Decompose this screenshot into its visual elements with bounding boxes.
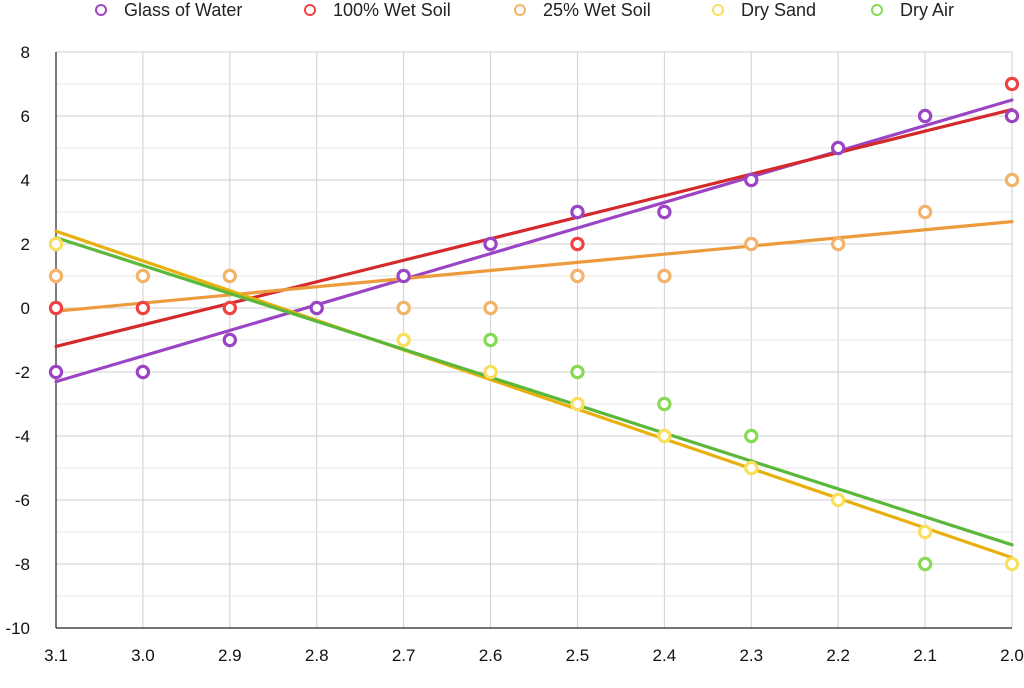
data-point (744, 172, 759, 188)
legend-label: Dry Air (900, 0, 954, 20)
trendline (54, 229, 1014, 560)
data-point (657, 428, 672, 444)
data-point (570, 396, 585, 412)
data-point (1004, 76, 1020, 92)
data-point (309, 300, 324, 316)
data-point (570, 268, 585, 284)
y-tick-label: 0 (21, 299, 30, 318)
data-point (917, 108, 933, 124)
axes (55, 52, 1012, 629)
data-point (744, 428, 759, 444)
data-point (917, 524, 933, 540)
data-point (135, 364, 151, 380)
legend-label: 100% Wet Soil (333, 0, 451, 20)
legend-label: Glass of Water (124, 0, 243, 20)
y-tick-label: -10 (5, 619, 30, 638)
data-point (1004, 108, 1020, 124)
data-point (657, 268, 672, 284)
legend-marker-icon (712, 4, 724, 16)
x-tick-label: 2.1 (913, 646, 937, 665)
legend-marker-icon (871, 4, 883, 16)
data-point (830, 236, 846, 252)
y-tick-label: -6 (15, 491, 30, 510)
x-tick-label: 2.3 (739, 646, 763, 665)
data-point (135, 300, 151, 316)
data-point (222, 268, 238, 284)
data-point (483, 332, 498, 348)
legend-label: 25% Wet Soil (543, 0, 651, 20)
data-point (570, 236, 585, 252)
x-tick-label: 2.8 (305, 646, 329, 665)
y-tick-label: -8 (15, 555, 30, 574)
data-point (483, 236, 498, 252)
y-tick-label: -4 (15, 427, 30, 446)
data-point (1004, 556, 1020, 572)
data-point (222, 300, 238, 316)
data-point (744, 460, 759, 476)
trendline (54, 220, 1014, 313)
legend-item: Dry Sand (712, 0, 816, 20)
data-point (917, 204, 933, 220)
data-points (48, 76, 1020, 572)
grid (56, 51, 1013, 628)
data-point (222, 332, 238, 348)
data-point (657, 204, 672, 220)
y-tick-label: 2 (21, 235, 30, 254)
data-point (570, 364, 585, 380)
data-point (396, 332, 411, 348)
legend-item: 25% Wet Soil (514, 0, 651, 20)
trendline (54, 98, 1014, 384)
data-point (396, 300, 411, 316)
data-point (48, 268, 64, 284)
legend-item: Glass of Water (95, 0, 242, 20)
y-tick-label: 6 (21, 107, 30, 126)
trendline (54, 107, 1014, 348)
legend-marker-icon (514, 4, 526, 16)
data-point (48, 236, 64, 252)
data-point (744, 236, 759, 252)
legend-item: 100% Wet Soil (304, 0, 451, 20)
x-tick-label: 2.0 (1000, 646, 1024, 665)
data-point (657, 396, 672, 412)
y-tick-label: 8 (21, 43, 30, 62)
x-tick-label: 2.6 (479, 646, 503, 665)
x-tick-label: 2.2 (826, 646, 850, 665)
tick-labels: 3.1 3.0 2.9 2.8 2.7 2.6 2.5 2.4 2.3 2.2 2.1 2.0 8 6 4 2… (5, 43, 1023, 665)
legend-marker-icon (304, 4, 316, 16)
data-point (917, 556, 933, 572)
legend: Glass of Water 100% Wet Soil 25% Wet Soil D… (0, 0, 1024, 22)
data-point (48, 300, 64, 316)
legend-marker-icon (95, 4, 107, 16)
legend-item: Dry Air (871, 0, 954, 20)
data-point (830, 140, 846, 156)
data-point (135, 268, 151, 284)
data-point (396, 268, 411, 284)
data-point (483, 364, 498, 380)
y-tick-label: -2 (15, 363, 30, 382)
trendlines (54, 98, 1014, 560)
data-point (830, 492, 846, 508)
data-point (1004, 172, 1020, 188)
y-tick-label: 4 (21, 171, 30, 190)
x-tick-label: 2.4 (653, 646, 677, 665)
x-tick-label: 2.9 (218, 646, 242, 665)
trendline (54, 236, 1014, 547)
data-point (48, 364, 64, 380)
x-tick-label: 2.5 (566, 646, 590, 665)
x-tick-label: 2.7 (392, 646, 416, 665)
x-tick-label: 3.0 (131, 646, 155, 665)
data-point (570, 204, 585, 220)
data-point (483, 300, 498, 316)
legend-label: Dry Sand (741, 0, 817, 20)
x-tick-label: 3.1 (44, 646, 68, 665)
